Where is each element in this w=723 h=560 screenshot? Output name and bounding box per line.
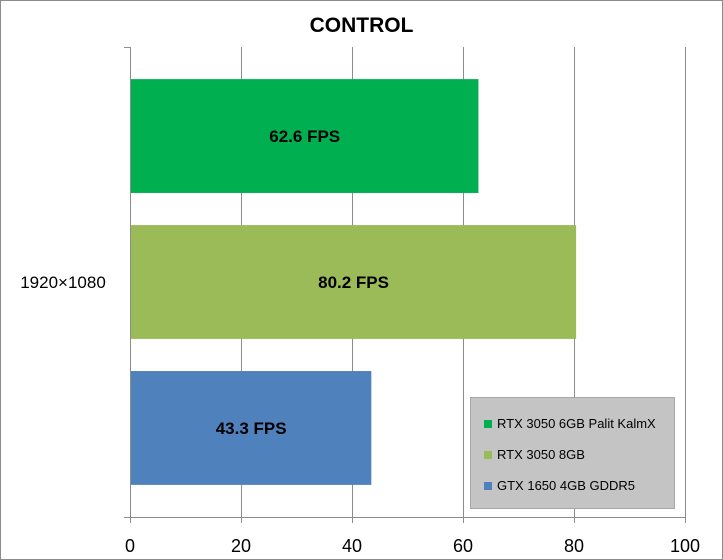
legend-label: RTX 3050 6GB Palit KalmX [497, 416, 656, 431]
legend-item-rtx3050-8gb: RTX 3050 8GB [471, 439, 674, 470]
bar-2 [131, 225, 577, 339]
legend-item-rtx3050-6gb: RTX 3050 6GB Palit KalmX [471, 408, 674, 439]
legend-label: RTX 3050 8GB [497, 447, 585, 462]
legend-label: GTX 1650 4GB GDDR5 [497, 478, 635, 493]
legend-swatch [484, 419, 492, 428]
x-tick-label: 20 [231, 536, 251, 556]
bar-1 [131, 79, 479, 193]
legend-swatch [484, 481, 492, 490]
bar-label: 43.3 FPS [216, 419, 287, 438]
bar-label: 80.2 FPS [318, 273, 389, 292]
x-tick-label: 60 [453, 536, 473, 556]
category-label: 1920×1080 [20, 273, 106, 292]
bar-3 [131, 371, 372, 485]
chart-legend: RTX 3050 6GB Palit KalmX RTX 3050 8GB GT… [470, 397, 675, 509]
x-tick-label: 40 [342, 536, 362, 556]
x-tick-label: 80 [564, 536, 584, 556]
x-tick-label: 0 [125, 536, 135, 556]
x-tick-label: 100 [670, 536, 700, 556]
chart-title: CONTROL [309, 14, 414, 37]
bar-label: 62.6 FPS [269, 127, 340, 146]
legend-swatch [484, 450, 492, 459]
legend-item-gtx1650: GTX 1650 4GB GDDR5 [471, 470, 674, 501]
